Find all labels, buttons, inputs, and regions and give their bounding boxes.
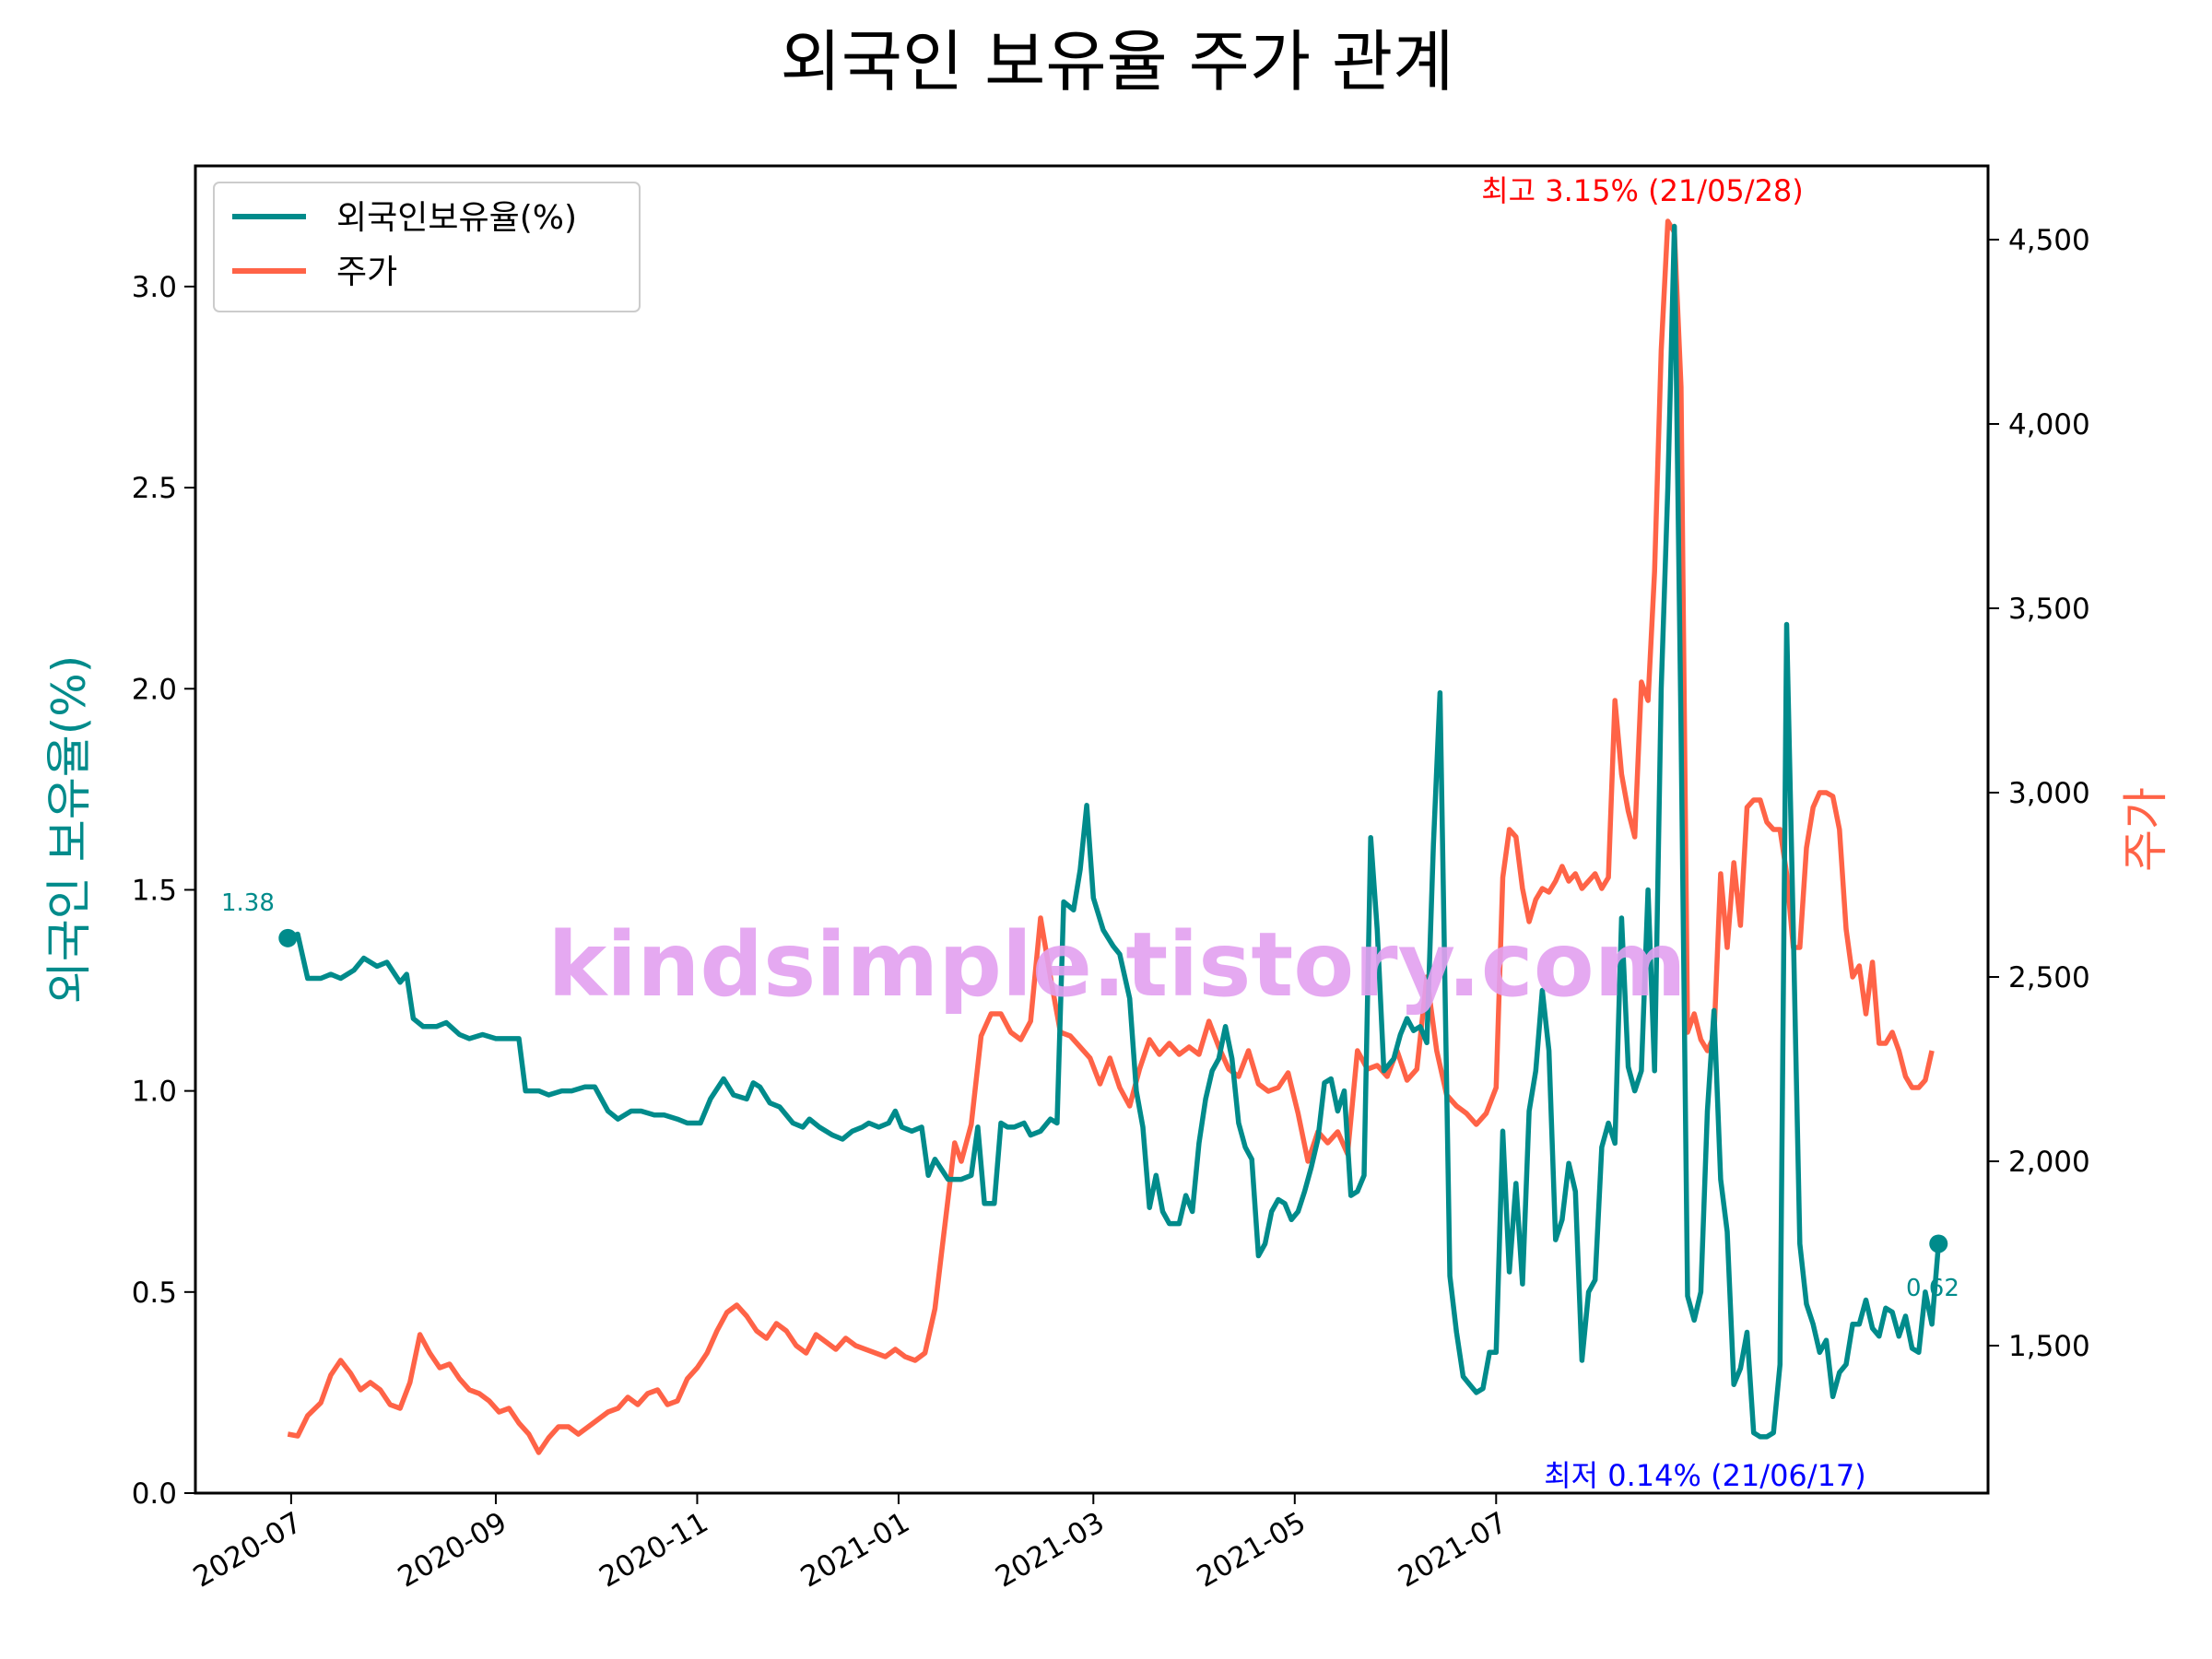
left-y-tick-label: 1.0 xyxy=(132,1076,177,1109)
left-y-tick-label: 0.5 xyxy=(132,1277,177,1310)
legend-label-holding-rate: 외국인보유율(%) xyxy=(336,199,577,237)
left-y-tick-label: 2.0 xyxy=(132,673,177,706)
right-y-axis-label: 주가 xyxy=(2119,787,2172,872)
right-y-tick-label: 2,000 xyxy=(2008,1146,2090,1179)
right-y-axis: 1,500 2,000 2,500 3,000 3,500 4,000 4,500 xyxy=(1988,224,2090,1363)
right-y-tick-label: 3,000 xyxy=(2008,777,2090,810)
legend-box xyxy=(213,182,641,312)
right-y-tick-label: 3,500 xyxy=(2008,593,2090,626)
end-value-label: 0.62 xyxy=(1906,1275,1959,1302)
left-y-tick-label: 2.5 xyxy=(132,472,177,505)
left-y-axis-label: 외국인 보유율(%) xyxy=(42,655,96,1004)
series-layer xyxy=(278,218,1948,1455)
left-y-tick-label: 3.0 xyxy=(132,271,177,304)
legend: 외국인보유율(%) 주가 xyxy=(213,182,641,312)
plot-frame xyxy=(194,164,1990,1495)
right-y-tick-label: 4,500 xyxy=(2008,224,2090,257)
watermark: kindsimple.tistory.com xyxy=(547,913,1686,1017)
right-y-tick-label: 4,000 xyxy=(2008,408,2090,441)
end-marker xyxy=(1929,1234,1948,1253)
left-y-tick-label: 0.0 xyxy=(132,1477,177,1511)
legend-label-price: 주가 xyxy=(336,253,397,291)
left-y-tick-label: 1.5 xyxy=(132,874,177,907)
start-value-label: 1.38 xyxy=(221,889,275,917)
start-marker xyxy=(278,928,298,947)
min-annotation: 최저 0.14% (21/06/17) xyxy=(1544,1458,1866,1493)
series-line-holding-rate xyxy=(287,223,1942,1440)
left-y-axis: 0.0 0.5 1.0 1.5 2.0 2.5 3.0 xyxy=(132,271,195,1511)
right-y-tick-label: 1,500 xyxy=(2008,1330,2090,1363)
right-y-tick-label: 2,500 xyxy=(2008,961,2090,994)
max-annotation: 최고 3.15% (21/05/28) xyxy=(1481,173,1804,208)
chart-title: 외국인 보유율 주가 관계 xyxy=(780,23,1453,100)
series-line-price xyxy=(287,218,1935,1455)
